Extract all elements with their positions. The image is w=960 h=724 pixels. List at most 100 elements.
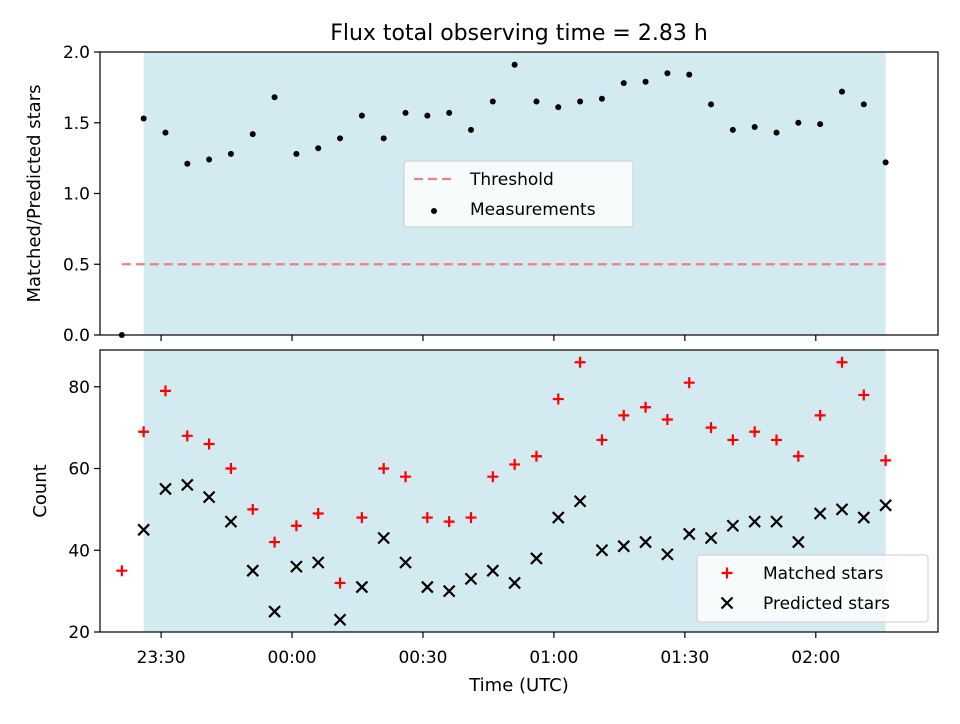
measurement-point	[184, 160, 191, 167]
measurement-point	[206, 156, 213, 163]
matched-star-point	[400, 471, 412, 483]
x-tick-label: 23:30	[137, 648, 186, 668]
matched-star-point	[880, 454, 892, 466]
predicted-star-point	[508, 576, 521, 590]
matched-star-point	[596, 434, 608, 446]
measurement-point	[140, 115, 147, 122]
predicted-star-point	[311, 556, 325, 569]
legend-predicted-swatch	[720, 596, 734, 610]
measurement-point	[773, 129, 780, 136]
predicted-star-point	[268, 605, 281, 618]
predicted-star-point	[137, 523, 150, 537]
measurement-point	[882, 159, 889, 166]
matched-star-point	[269, 536, 281, 548]
predicted-star-point	[617, 539, 631, 553]
measurement-point	[424, 112, 431, 119]
predicted-star-point	[464, 572, 478, 586]
predicted-star-point	[857, 511, 871, 524]
y-tick-label: 0.5	[63, 255, 90, 275]
x-tick-label: 00:00	[268, 648, 317, 668]
predicted-star-point	[748, 515, 761, 528]
y-tick-label: 1.5	[63, 114, 90, 134]
predicted-star-point	[682, 527, 696, 541]
predicted-star-point	[704, 531, 718, 545]
y-tick-label: 40	[68, 541, 90, 561]
y-tick-label: 1.0	[63, 185, 90, 205]
measurement-point	[555, 104, 562, 111]
y-tick-label: 2.0	[63, 43, 90, 63]
matched-star-point	[858, 389, 870, 401]
x-tick-label: 00:30	[398, 648, 447, 668]
matched-star-point	[640, 401, 652, 413]
matched-star-point	[334, 577, 346, 589]
matched-star-point	[356, 512, 368, 524]
y-tick-label: 80	[68, 378, 90, 398]
measurement-point	[751, 123, 758, 130]
matched-star-point	[225, 463, 237, 475]
measurement-point	[446, 109, 453, 116]
measurement-point	[708, 101, 715, 108]
measurement-point	[729, 126, 736, 133]
matched-star-point	[312, 507, 324, 519]
matched-star-point	[705, 422, 717, 434]
measurement-point	[577, 98, 584, 105]
predicted-star-point	[290, 560, 303, 573]
matched-star-point	[116, 565, 128, 577]
measurement-point	[664, 70, 671, 77]
predicted-star-point	[202, 490, 216, 504]
matched-star-point	[203, 438, 215, 450]
measurement-point	[642, 78, 649, 85]
measurement-point	[511, 61, 518, 68]
predicted-star-point	[224, 515, 238, 528]
predicted-star-point	[595, 543, 609, 557]
measurement-point	[686, 71, 693, 78]
predicted-star-point	[573, 494, 587, 508]
measurement-point	[860, 101, 867, 108]
y-tick-label: 20	[68, 623, 90, 643]
measurement-point	[162, 129, 169, 136]
matched-star-point	[552, 393, 564, 405]
legend-label: Predicted stars	[763, 594, 890, 614]
predicted-star-point	[813, 507, 827, 520]
measurement-point	[337, 135, 344, 142]
matched-star-point	[378, 463, 390, 475]
x-tick-label: 02:00	[791, 648, 840, 668]
predicted-star-point	[530, 552, 543, 565]
matched-star-point	[792, 450, 804, 462]
measurement-point	[227, 150, 234, 157]
legend-label: Matched stars	[763, 564, 883, 584]
predicted-star-point	[552, 511, 565, 524]
matched-star-point	[465, 512, 477, 524]
predicted-star-point	[246, 564, 260, 577]
measurement-point	[315, 145, 322, 152]
matched-star-point	[159, 385, 171, 397]
predicted-star-point	[835, 503, 849, 516]
legend-label: Measurements	[470, 200, 596, 220]
x-tick-label: 01:00	[529, 648, 578, 668]
measurement-point	[293, 150, 300, 157]
measurement-point	[598, 95, 605, 102]
matched-star-point	[814, 409, 826, 421]
predicted-star-point	[639, 535, 652, 549]
y-axis-label: Count	[30, 464, 51, 517]
measurement-point	[817, 121, 824, 128]
matched-star-point	[574, 356, 586, 368]
chart-title: Flux total observing time = 2.83 h	[330, 21, 708, 46]
measurement-point	[402, 109, 409, 116]
predicted-star-point	[333, 613, 347, 627]
predicted-star-point	[399, 556, 412, 569]
legend-matched-swatch	[721, 567, 733, 579]
measurement-point	[620, 80, 627, 87]
bottom-panel: 20 40 60 80 23:30 00:00 00:30 01:00 01:30 02:00 Co…	[30, 349, 939, 668]
axes-frame	[99, 349, 939, 633]
measurement-point	[380, 135, 387, 142]
measurement-point	[467, 126, 474, 133]
matched-star-point	[509, 458, 521, 470]
predicted-star-point	[486, 564, 500, 577]
matched-star-point	[487, 471, 499, 483]
matched-star-point	[290, 520, 302, 532]
predicted-star-point	[355, 580, 369, 594]
predicted-star-point	[159, 482, 172, 496]
measurement-point	[271, 94, 278, 101]
measurement-point	[358, 112, 365, 119]
